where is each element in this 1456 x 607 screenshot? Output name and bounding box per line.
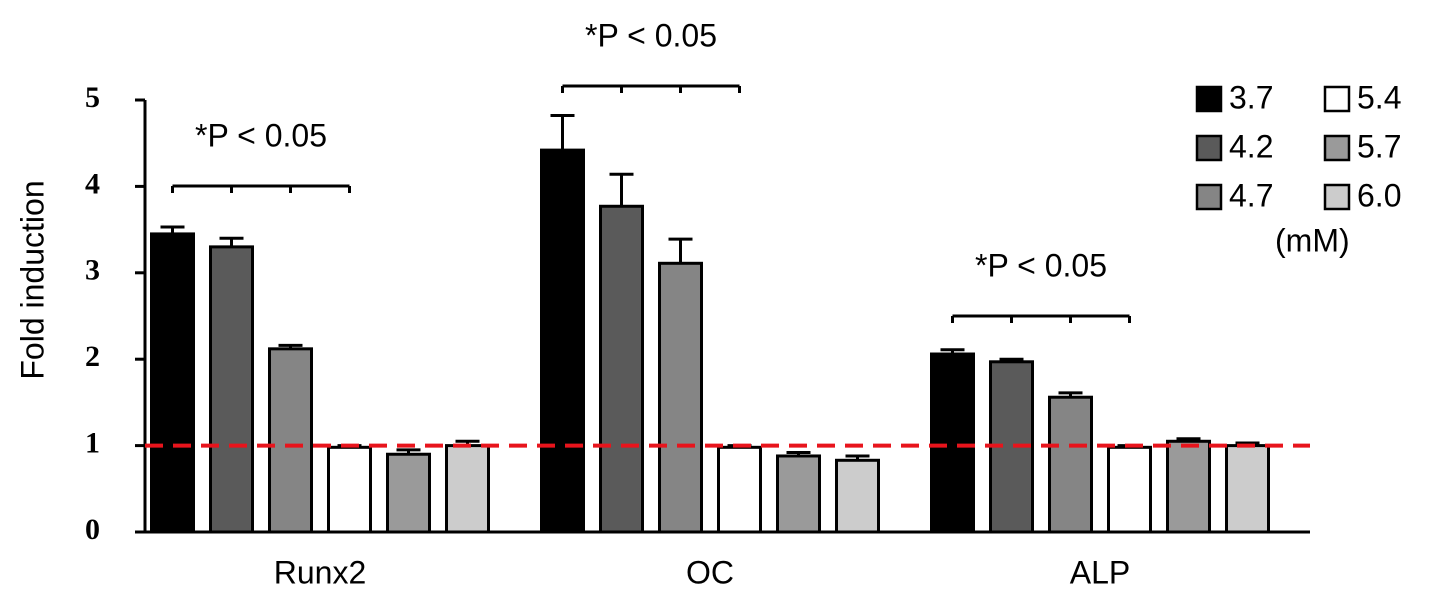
y-tick-label: 2	[85, 340, 100, 373]
bar	[1225, 444, 1270, 534]
bar	[209, 245, 254, 534]
bar	[445, 444, 490, 534]
legend-label: 4.2	[1229, 128, 1273, 164]
bar	[658, 261, 703, 534]
bar	[930, 352, 975, 534]
legend-label: 4.7	[1229, 177, 1273, 213]
bar	[1166, 439, 1211, 534]
legend-swatch	[1195, 85, 1223, 113]
y-tick-label: 5	[85, 81, 100, 114]
y-tick-label: 3	[85, 254, 100, 287]
legend-swatch	[1195, 183, 1223, 211]
legend-swatch	[1323, 134, 1351, 162]
x-tick-label: OC	[686, 554, 734, 590]
legend-label: 3.7	[1229, 79, 1273, 115]
legend-label: 5.7	[1357, 128, 1401, 164]
legend-title: (mM)	[1275, 222, 1350, 258]
bar	[1048, 395, 1093, 534]
legend-swatch	[1195, 134, 1223, 162]
legend-swatch	[1323, 85, 1351, 113]
legend-swatch	[1323, 183, 1351, 211]
bar	[1107, 445, 1152, 534]
bar	[599, 204, 644, 534]
legend-label: 6.0	[1357, 177, 1401, 213]
bar	[717, 445, 762, 534]
y-tick-label: 1	[85, 426, 100, 459]
bar	[150, 232, 195, 534]
bar	[835, 458, 880, 534]
y-tick-label: 0	[85, 513, 100, 546]
annotation: *P < 0.05	[585, 17, 717, 53]
x-tick-label: Runx2	[274, 554, 367, 590]
x-tick-label: ALP	[1070, 554, 1130, 590]
bar	[386, 452, 431, 534]
bar	[540, 148, 585, 534]
y-axis-label: Fold induction	[14, 180, 50, 379]
y-tick-label: 4	[85, 167, 100, 200]
bar	[776, 454, 821, 534]
annotation: *P < 0.05	[195, 117, 327, 153]
annotation: *P < 0.05	[975, 247, 1107, 283]
legend-label: 5.4	[1357, 79, 1401, 115]
bar	[327, 445, 372, 534]
bar	[268, 347, 313, 534]
